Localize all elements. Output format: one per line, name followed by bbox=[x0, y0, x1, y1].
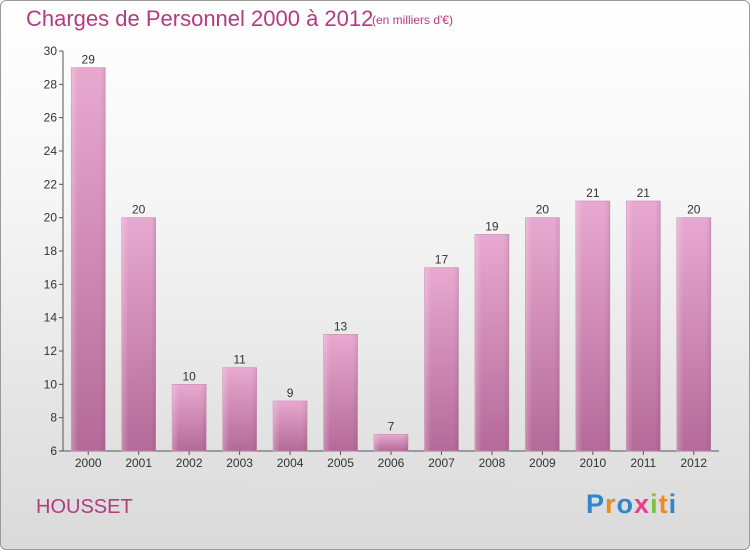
logo-letter: i bbox=[668, 489, 678, 519]
x-tick-label: 2007 bbox=[428, 456, 455, 470]
x-tick-label: 2000 bbox=[75, 456, 102, 470]
data-label: 20 bbox=[536, 203, 550, 217]
y-tick-label: 20 bbox=[44, 211, 58, 225]
x-tick-label: 2011 bbox=[630, 456, 656, 470]
logo-letter: o bbox=[616, 489, 635, 519]
labels: 6 8 10 12 14 16 18 20 22 24 26 28 30 2000 29 2001 20 2002… bbox=[44, 44, 708, 470]
bar-shine bbox=[273, 401, 308, 451]
bar-shine bbox=[474, 234, 509, 451]
y-tick-label: 22 bbox=[44, 177, 58, 191]
logo-letter: r bbox=[605, 489, 617, 519]
bar-shine bbox=[424, 267, 459, 451]
data-label: 13 bbox=[334, 319, 348, 333]
bar-shine bbox=[172, 384, 207, 451]
y-tick-label: 8 bbox=[50, 411, 57, 425]
y-tick-label: 18 bbox=[44, 244, 58, 258]
bar-shine bbox=[323, 334, 358, 451]
bar-shine bbox=[121, 217, 156, 451]
y-tick-label: 12 bbox=[44, 344, 58, 358]
proxiti-logo[interactable]: Proxiti bbox=[586, 489, 677, 520]
y-tick-label: 10 bbox=[44, 377, 58, 391]
bar-shine bbox=[575, 201, 610, 451]
data-label: 20 bbox=[132, 203, 146, 217]
data-label: 21 bbox=[586, 186, 600, 200]
chart-subtitle: (en milliers d'€) bbox=[372, 13, 453, 27]
bar-shine bbox=[222, 367, 257, 451]
bar-shine bbox=[71, 67, 106, 452]
chart-title: Charges de Personnel 2000 à 2012 bbox=[26, 6, 374, 31]
x-tick-label: 2009 bbox=[529, 456, 556, 470]
x-tick-label: 2008 bbox=[479, 456, 506, 470]
bar-shine bbox=[626, 201, 661, 451]
y-tick-label: 24 bbox=[44, 144, 58, 158]
data-label: 10 bbox=[182, 369, 196, 383]
data-label: 9 bbox=[287, 386, 294, 400]
y-tick-label: 16 bbox=[44, 277, 58, 291]
data-label: 17 bbox=[435, 253, 449, 267]
commune-name: HOUSSET bbox=[36, 496, 133, 518]
x-tick-label: 2003 bbox=[226, 456, 253, 470]
x-tick-label: 2006 bbox=[378, 456, 405, 470]
bars bbox=[70, 67, 712, 452]
axes bbox=[59, 50, 719, 455]
logo-letter: x bbox=[634, 489, 651, 519]
data-label: 7 bbox=[388, 419, 395, 433]
bar-shine bbox=[525, 217, 560, 451]
y-tick-label: 30 bbox=[44, 44, 58, 58]
y-tick-label: 6 bbox=[50, 444, 57, 458]
logo-letter: P bbox=[586, 489, 606, 519]
bar-shine bbox=[676, 217, 711, 451]
y-tick-label: 28 bbox=[44, 77, 58, 91]
data-label: 29 bbox=[82, 53, 96, 67]
data-label: 21 bbox=[637, 186, 651, 200]
data-label: 20 bbox=[687, 203, 701, 217]
x-tick-label: 2002 bbox=[176, 456, 203, 470]
data-label: 19 bbox=[485, 219, 499, 233]
x-tick-label: 2001 bbox=[125, 456, 152, 470]
logo-letter: i bbox=[650, 489, 659, 519]
x-tick-label: 2005 bbox=[327, 456, 354, 470]
x-tick-label: 2012 bbox=[680, 456, 707, 470]
x-tick-label: 2004 bbox=[277, 456, 304, 470]
logo-letter: t bbox=[658, 489, 669, 519]
data-label: 11 bbox=[233, 353, 246, 367]
y-tick-label: 26 bbox=[44, 111, 58, 125]
bar-shine bbox=[374, 434, 408, 451]
x-tick-label: 2010 bbox=[579, 456, 606, 470]
y-tick-label: 14 bbox=[44, 311, 58, 325]
